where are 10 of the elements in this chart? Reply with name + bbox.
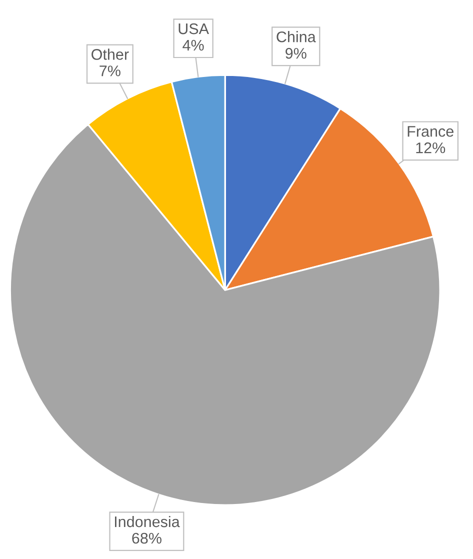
slice-label: Indonesia <box>114 516 180 528</box>
data-label: 7% <box>100 66 120 76</box>
data-label: 9% <box>286 48 306 59</box>
data-label: 68% <box>132 532 162 544</box>
data-label: 12% <box>416 142 446 154</box>
slice-label: France <box>408 126 454 137</box>
data-label: 4% <box>182 40 204 51</box>
slice-label: USA <box>178 23 209 34</box>
slice-label: Other <box>92 48 129 60</box>
slice-label: China <box>276 31 316 42</box>
